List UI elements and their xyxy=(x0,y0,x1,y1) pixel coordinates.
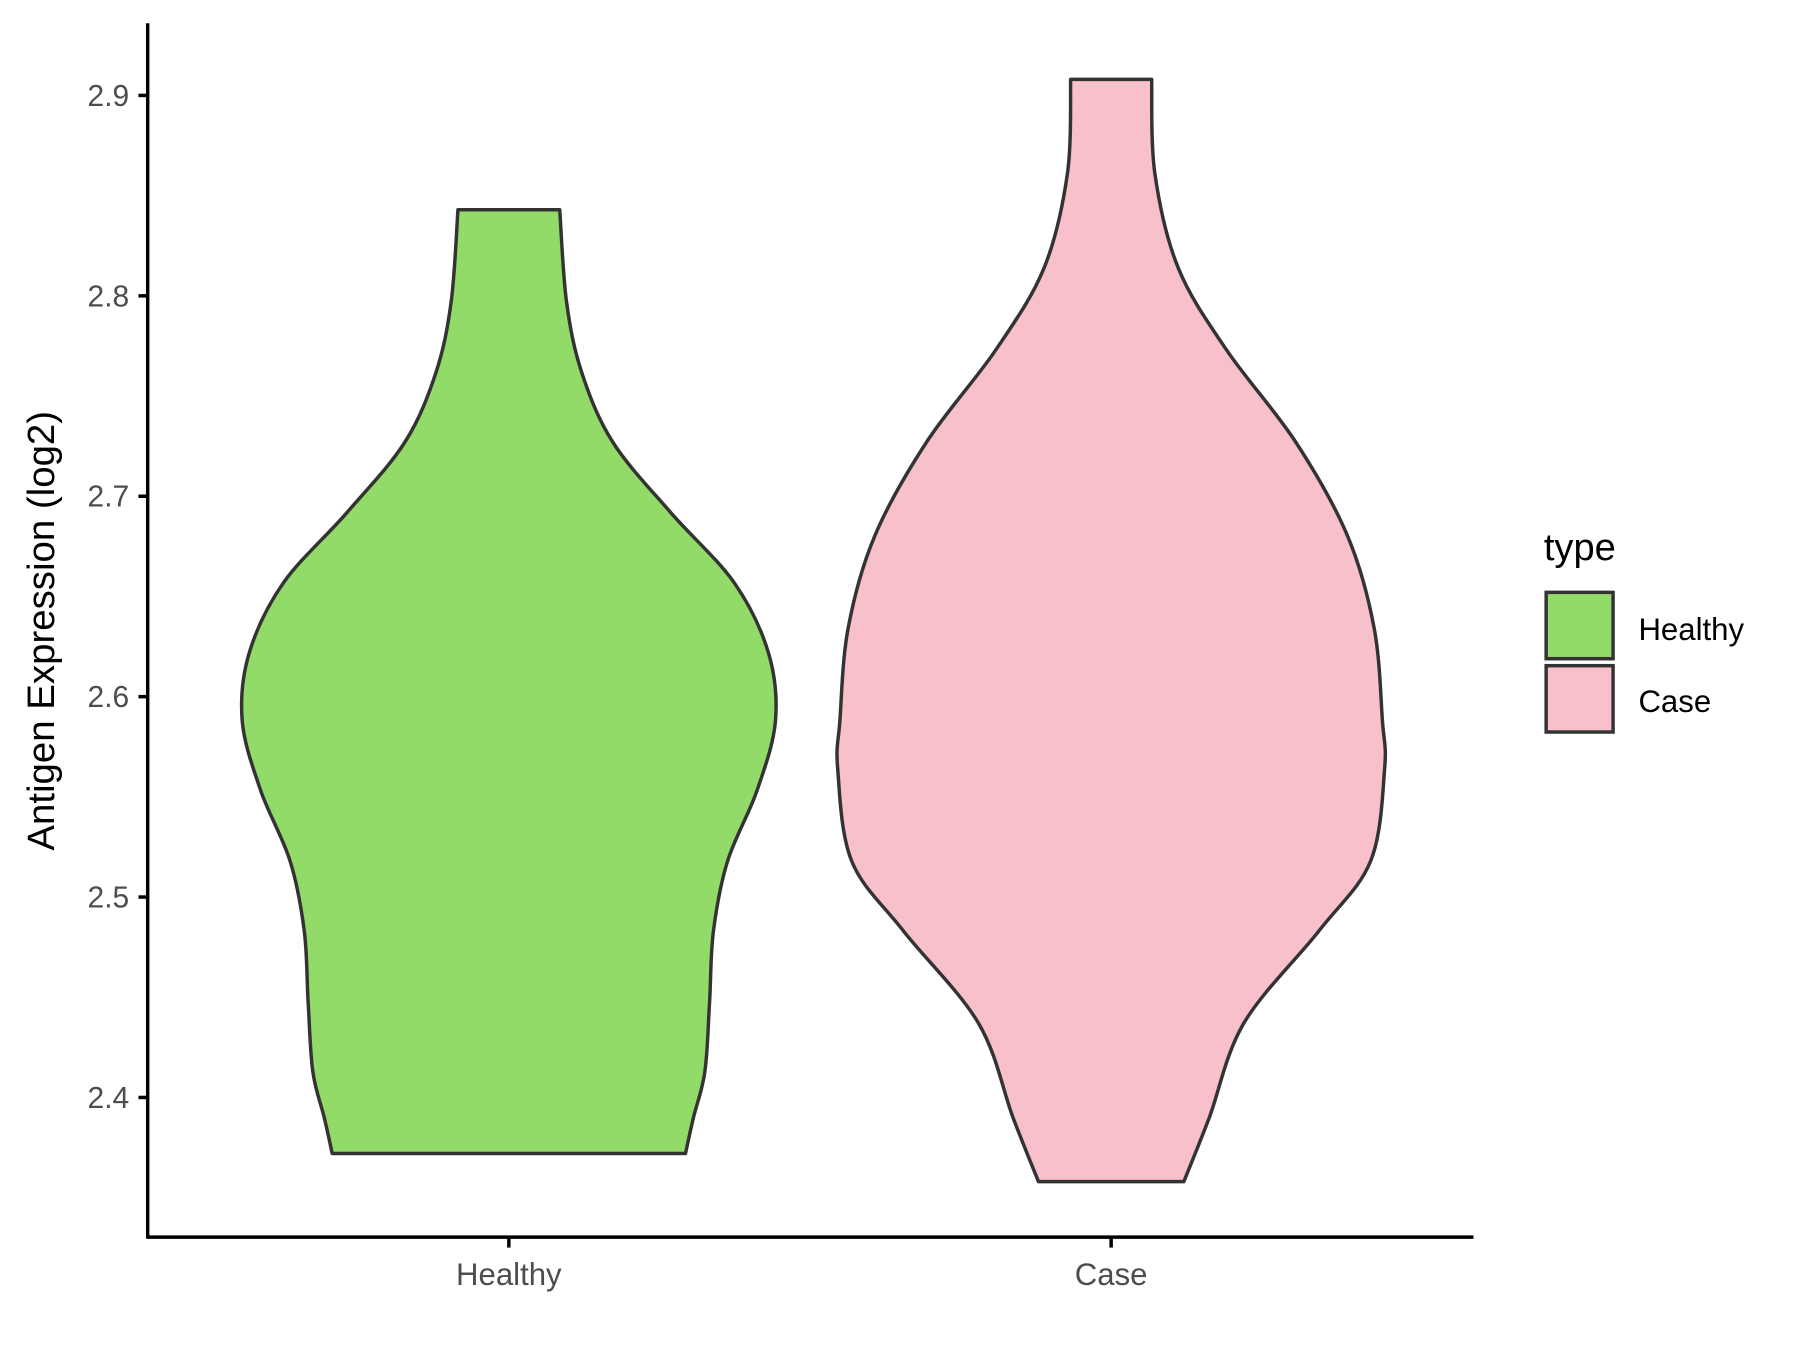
y-tick-label: 2.7 xyxy=(88,481,130,514)
legend-key-case xyxy=(1544,663,1615,734)
legend-label-case: Case xyxy=(1638,684,1711,719)
violin-case xyxy=(835,77,1388,1184)
y-tick-label: 2.6 xyxy=(88,681,130,714)
y-tick-label: 2.9 xyxy=(88,80,130,113)
x-ticks: Healthy Case xyxy=(456,1237,1147,1292)
y-ticks: 2.4 2.5 2.6 2.7 2.8 2.9 xyxy=(88,80,148,1115)
legend: type Healthy Case xyxy=(1544,526,1744,734)
x-tick-label: Case xyxy=(1075,1257,1148,1292)
legend-title: type xyxy=(1544,526,1616,569)
x-tick-label: Healthy xyxy=(456,1257,562,1292)
legend-label-healthy: Healthy xyxy=(1638,612,1744,647)
y-tick-label: 2.5 xyxy=(88,881,130,914)
violins xyxy=(239,77,1388,1184)
y-tick-label: 2.4 xyxy=(88,1082,130,1115)
violin-healthy xyxy=(239,207,778,1156)
y-axis-label: Antigen Expression (log2) xyxy=(20,411,63,851)
y-tick-label: 2.8 xyxy=(88,280,130,313)
legend-key-healthy xyxy=(1544,590,1615,661)
